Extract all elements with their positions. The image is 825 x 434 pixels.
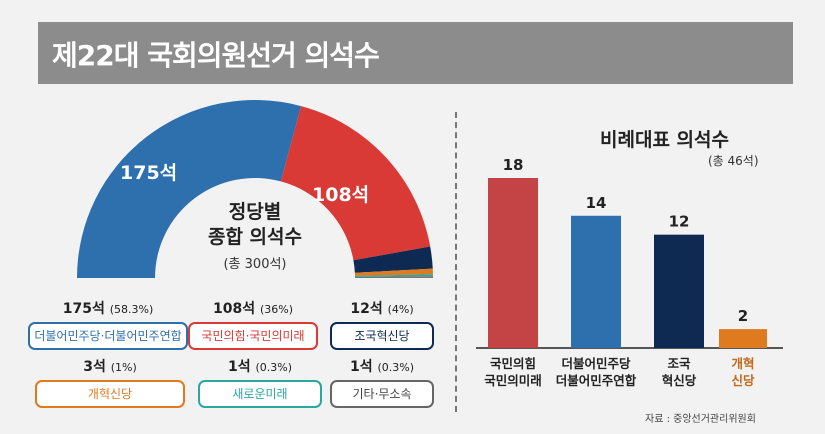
legend-item-ppp: 108석 (36%) 국민의힘·국민의미래 bbox=[188, 298, 318, 350]
bar-category-label-2: 혁신당 bbox=[662, 373, 697, 388]
legend-box: 국민의힘·국민의미래 bbox=[188, 322, 318, 350]
bar-category-label-3: 신당 bbox=[731, 373, 755, 388]
bar-value-0: 18 bbox=[503, 156, 524, 174]
bar-3 bbox=[719, 329, 767, 348]
legend-seats: 1석 bbox=[349, 359, 373, 375]
donut-slice-3 bbox=[354, 268, 433, 276]
donut-slice-0 bbox=[77, 99, 302, 278]
title-bar: 제22대 국회의원선거 의석수 bbox=[38, 22, 793, 84]
donut-title-line1: 정당별 bbox=[228, 201, 282, 223]
legend-item-others: 1석 (0.3%) 기타·무소속 bbox=[330, 356, 434, 408]
legend-pct: (36%) bbox=[259, 303, 294, 316]
legend-box: 더불어민주당·더불어민주연합 bbox=[28, 322, 188, 350]
legend-pct: (0.3%) bbox=[377, 361, 415, 374]
donut-slice-1 bbox=[280, 106, 431, 261]
donut-title-line2: 종합 의석수 bbox=[207, 226, 302, 248]
legend-pct: (58.3%) bbox=[109, 303, 154, 316]
bar-category-label-1: 더불어민주당 bbox=[561, 356, 631, 371]
donut-slice-5 bbox=[354, 276, 433, 278]
bar-category-label-3: 개혁 bbox=[731, 356, 754, 371]
legend-item-democratic: 175석 (58.3%) 더불어민주당·더불어민주연합 bbox=[28, 298, 188, 350]
legend-pct: (0.3%) bbox=[255, 361, 293, 374]
legend-seats: 1석 bbox=[227, 359, 251, 375]
legend-seats: 175석 bbox=[62, 301, 105, 317]
bar-category-label-0: 국민의미래 bbox=[484, 373, 542, 388]
bar-chart-subtitle: (총 46석) bbox=[708, 154, 759, 168]
legend-box: 개혁신당 bbox=[35, 380, 185, 408]
legend-seats: 12석 bbox=[350, 301, 383, 317]
bar-1 bbox=[571, 215, 621, 348]
segment-label-democratic: 175석 bbox=[120, 162, 178, 184]
segment-label-ppp: 108석 bbox=[312, 184, 370, 206]
legend-item-rebuilding: 12석 (4%) 조국혁신당 bbox=[330, 298, 434, 350]
legend-item-new-future: 1석 (0.3%) 새로운미래 bbox=[198, 356, 322, 408]
bar-0 bbox=[488, 178, 538, 348]
donut-slice-4 bbox=[354, 274, 433, 277]
bar-value-1: 14 bbox=[586, 194, 607, 212]
bar-category-label-0: 국민의힘 bbox=[490, 356, 536, 371]
legend-seats: 3석 bbox=[83, 359, 106, 375]
bar-category-label-1: 더불어민주연합 bbox=[556, 373, 637, 388]
bar-2 bbox=[654, 234, 704, 348]
legend-pct: (1%) bbox=[110, 361, 137, 374]
divider bbox=[455, 112, 457, 412]
legend-box: 기타·무소속 bbox=[330, 380, 434, 408]
donut-slice-2 bbox=[353, 246, 433, 273]
legend-box: 조국혁신당 bbox=[330, 322, 434, 350]
bar-chart-title: 비례대표 의석수 bbox=[600, 129, 729, 151]
legend-item-reform: 3석 (1%) 개혁신당 bbox=[35, 356, 185, 408]
bar-value-3: 2 bbox=[738, 307, 748, 325]
legend-box: 새로운미래 bbox=[198, 380, 322, 408]
page-title: 제22대 국회의원선거 의석수 bbox=[52, 39, 380, 72]
legend-pct: (4%) bbox=[387, 303, 414, 316]
source-note: 자료 : 중앙선거관리위원회 bbox=[645, 414, 756, 425]
donut-total: (총 300석) bbox=[223, 257, 287, 272]
legend-seats: 108석 bbox=[212, 301, 256, 317]
bar-category-label-2: 조국 bbox=[667, 356, 691, 371]
bar-value-2: 12 bbox=[669, 213, 690, 231]
donut-center-label: 정당별 종합 의석수 (총 300석) bbox=[150, 200, 360, 272]
